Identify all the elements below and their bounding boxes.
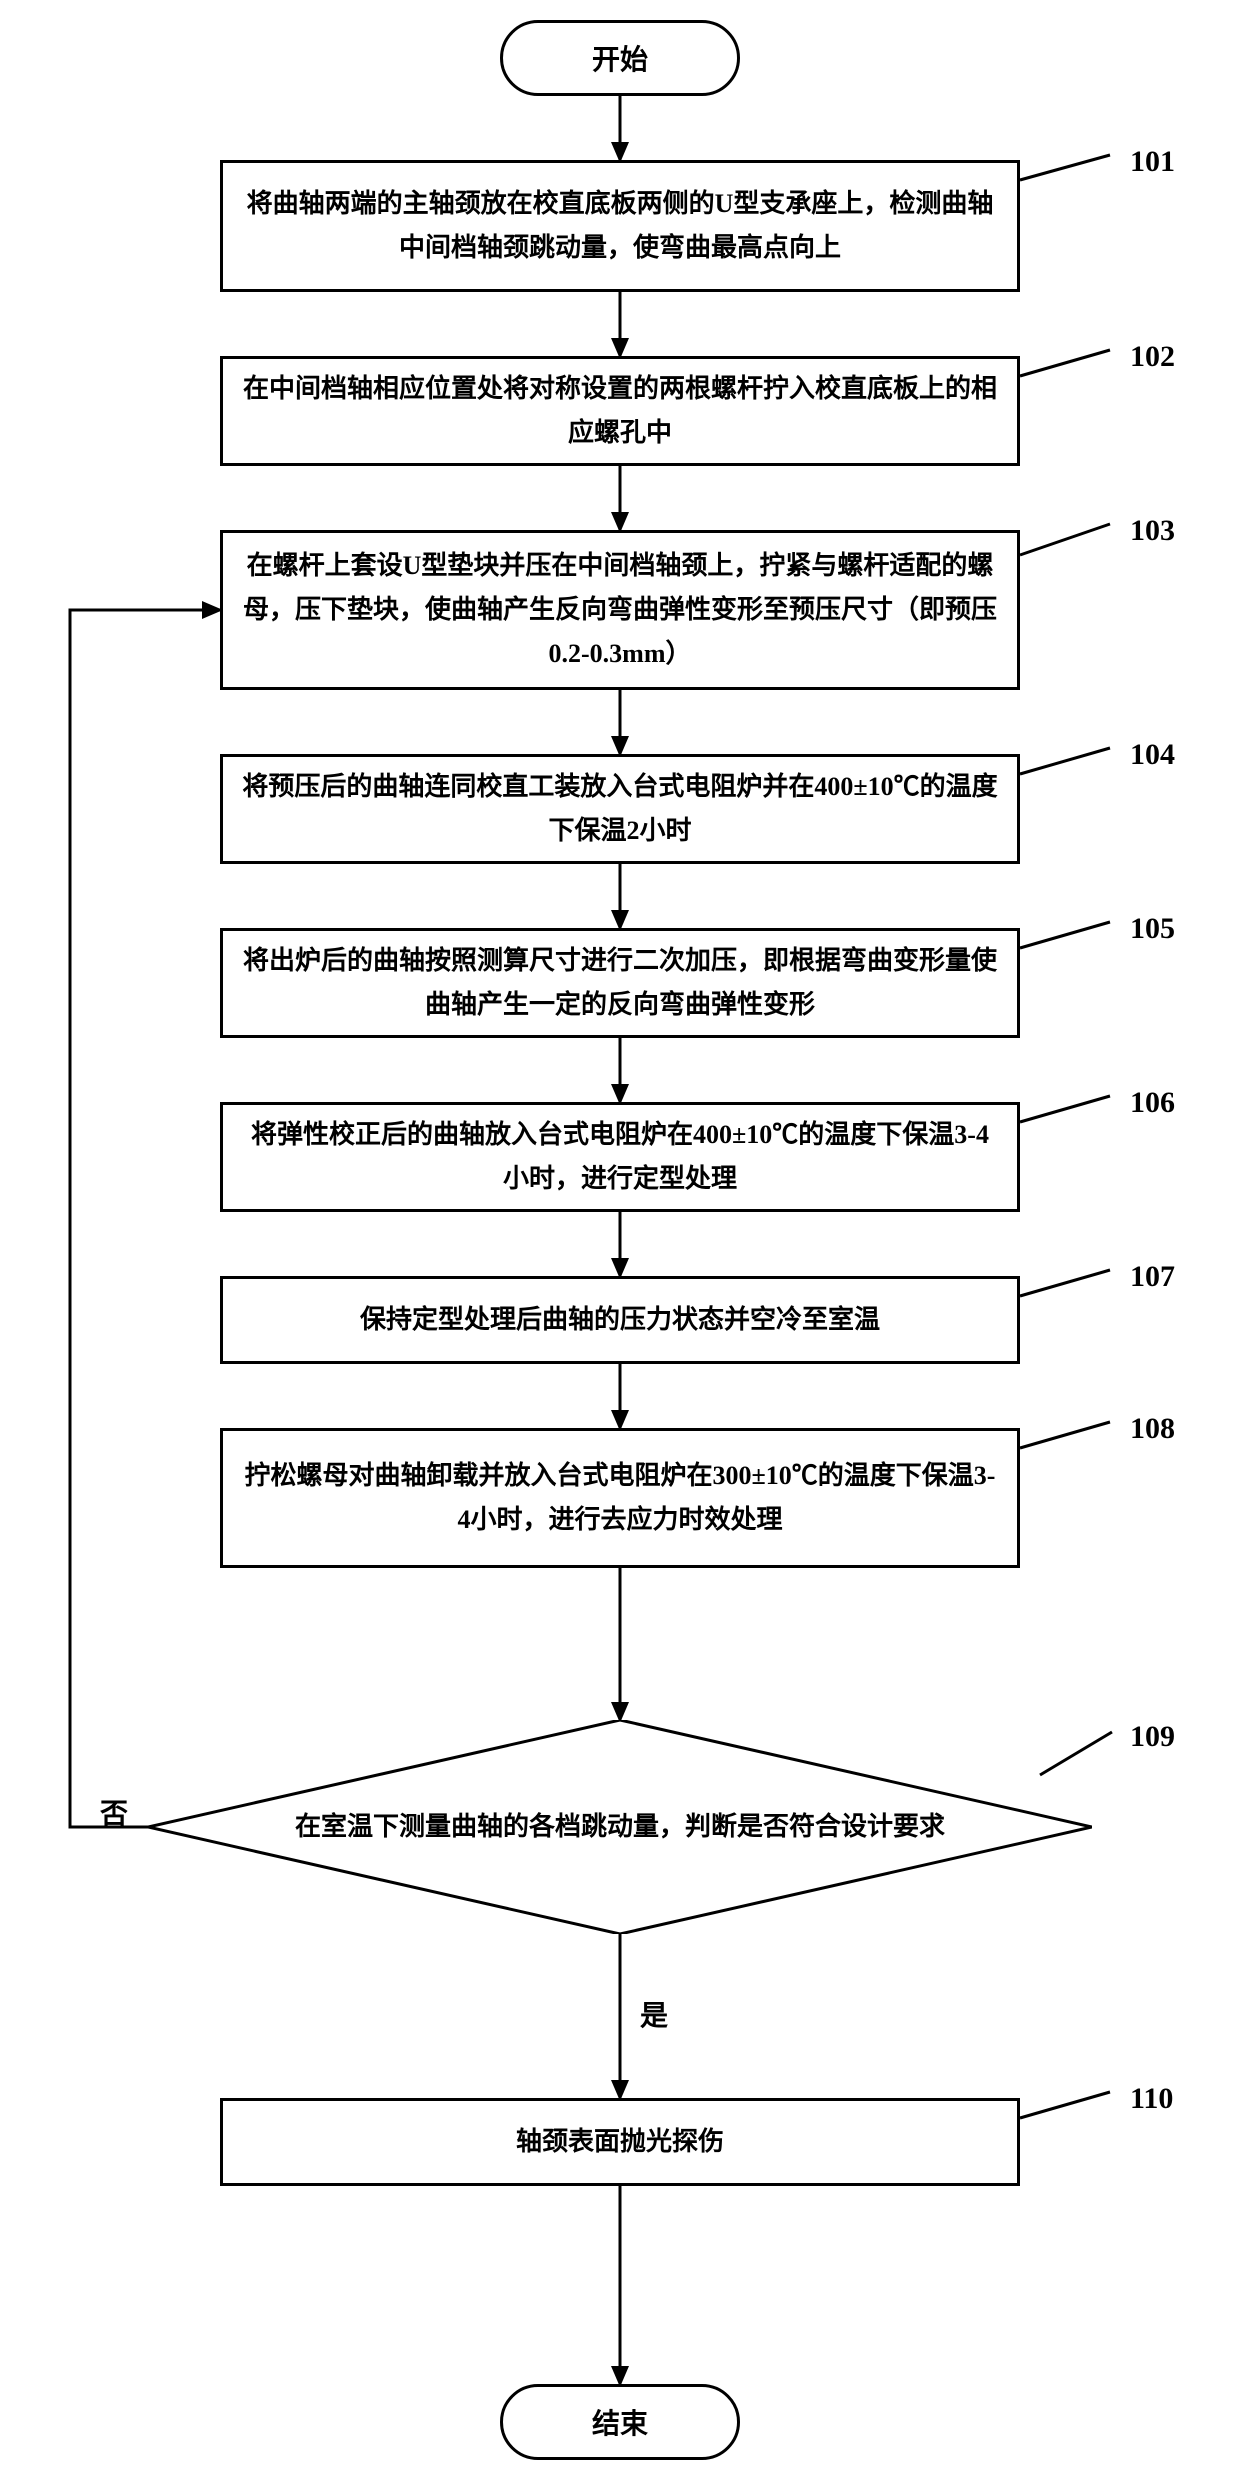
step-label-102: 102 (1130, 340, 1175, 374)
process-step-106: 将弹性校正后的曲轴放入台式电阻炉在400±10℃的温度下保温3-4小时，进行定型… (220, 1102, 1020, 1212)
leader-line (1020, 155, 1110, 180)
leader-line (1020, 922, 1110, 948)
connector (70, 610, 220, 1827)
decision-text: 在室温下测量曲轴的各档跳动量，判断是否符合设计要求 (148, 1720, 1092, 1934)
leader-line (1020, 1270, 1110, 1296)
edge-label-no: 否 (100, 1792, 128, 1832)
terminator-start: 开始 (500, 20, 740, 96)
process-step-104: 将预压后的曲轴连同校直工装放入台式电阻炉并在400±10℃的温度下保温2小时 (220, 754, 1020, 864)
process-step-102: 在中间档轴相应位置处将对称设置的两根螺杆拧入校直底板上的相应螺孔中 (220, 356, 1020, 466)
step-label-105: 105 (1130, 912, 1175, 946)
process-step-103: 在螺杆上套设U型垫块并压在中间档轴颈上，拧紧与螺杆适配的螺母，压下垫块，使曲轴产… (220, 530, 1020, 690)
process-step-107: 保持定型处理后曲轴的压力状态并空冷至室温 (220, 1276, 1020, 1364)
step-label-104: 104 (1130, 738, 1175, 772)
process-step-101: 将曲轴两端的主轴颈放在校直底板两侧的U型支承座上，检测曲轴中间档轴颈跳动量，使弯… (220, 160, 1020, 292)
step-label-108: 108 (1130, 1412, 1175, 1446)
leader-line (1020, 524, 1110, 555)
step-label-107: 107 (1130, 1260, 1175, 1294)
edge-label-yes: 是 (640, 1994, 668, 2034)
leader-line (1020, 748, 1110, 774)
leader-line (1020, 350, 1110, 376)
leader-line (1020, 1096, 1110, 1122)
step-label-109: 109 (1130, 1720, 1175, 1754)
step-label-106: 106 (1130, 1086, 1175, 1120)
flowchart-canvas: 开始结束 将曲轴两端的主轴颈放在校直底板两侧的U型支承座上，检测曲轴中间档轴颈跳动… (0, 0, 1240, 2487)
step-label-110: 110 (1130, 2082, 1173, 2116)
decision-109: 在室温下测量曲轴的各档跳动量，判断是否符合设计要求 (148, 1720, 1092, 1934)
leader-line (1020, 2092, 1110, 2118)
step-label-103: 103 (1130, 514, 1175, 548)
terminator-end: 结束 (500, 2384, 740, 2460)
process-step-105: 将出炉后的曲轴按照测算尺寸进行二次加压，即根据弯曲变形量使曲轴产生一定的反向弯曲… (220, 928, 1020, 1038)
process-step-108: 拧松螺母对曲轴卸载并放入台式电阻炉在300±10℃的温度下保温3-4小时，进行去… (220, 1428, 1020, 1568)
leader-line (1020, 1422, 1110, 1448)
process-step-110: 轴颈表面抛光探伤 (220, 2098, 1020, 2186)
step-label-101: 101 (1130, 145, 1175, 179)
